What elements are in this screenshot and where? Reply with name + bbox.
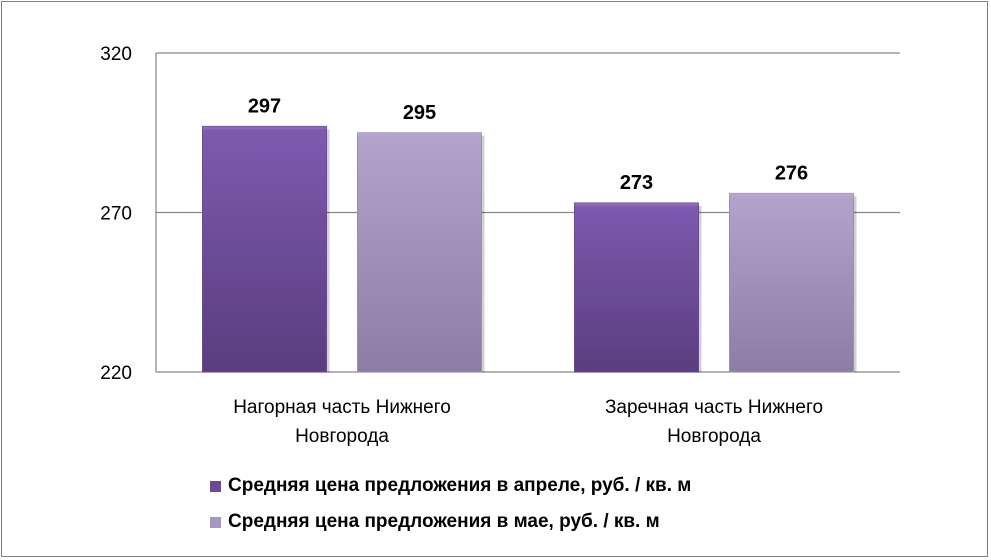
category-label-1-line1: Новгорода	[667, 426, 761, 447]
bars	[202, 125, 857, 373]
bar-highlight	[729, 193, 854, 197]
bar-series0-cat0	[202, 125, 327, 373]
x-axis: Нагорная часть Нижнего Новгорода Заречная …	[233, 397, 823, 447]
legend-swatch-april	[210, 480, 221, 492]
data-labels: 297 295 273 276	[248, 95, 808, 194]
bar-highlight	[357, 132, 482, 136]
data-label-series0-cat0: 297	[248, 95, 281, 117]
legend-item-may: Средняя цена предложения в мае, руб. / к…	[210, 504, 691, 540]
data-label-series1-cat1: 276	[775, 162, 808, 184]
y-tick-label-320: 320	[100, 44, 132, 65]
y-tick-label-270: 270	[100, 204, 132, 225]
bar-highlight	[574, 202, 699, 206]
legend: Средняя цена предложения в апреле, руб. …	[210, 468, 691, 540]
data-label-series1-cat0: 295	[403, 102, 436, 124]
legend-item-april: Средняя цена предложения в апреле, руб. …	[210, 468, 691, 504]
bar-series1-cat1	[729, 192, 854, 373]
category-label-0-line1: Новгорода	[295, 426, 389, 447]
y-tick-label-220: 220	[100, 363, 132, 384]
bar-highlight	[202, 126, 327, 130]
legend-label-april: Средняя цена предложения в апреле, руб. …	[228, 475, 692, 496]
data-label-series0-cat1: 273	[620, 172, 653, 194]
bar-series0-cat1	[574, 202, 699, 373]
bar-series1-cat0	[357, 132, 482, 373]
legend-swatch-may	[210, 516, 221, 528]
legend-label-may: Средняя цена предложения в мае, руб. / к…	[228, 511, 660, 532]
category-label-0-line0: Нагорная часть Нижнего	[233, 397, 451, 418]
category-label-1-line0: Заречная часть Нижнего	[605, 397, 823, 418]
